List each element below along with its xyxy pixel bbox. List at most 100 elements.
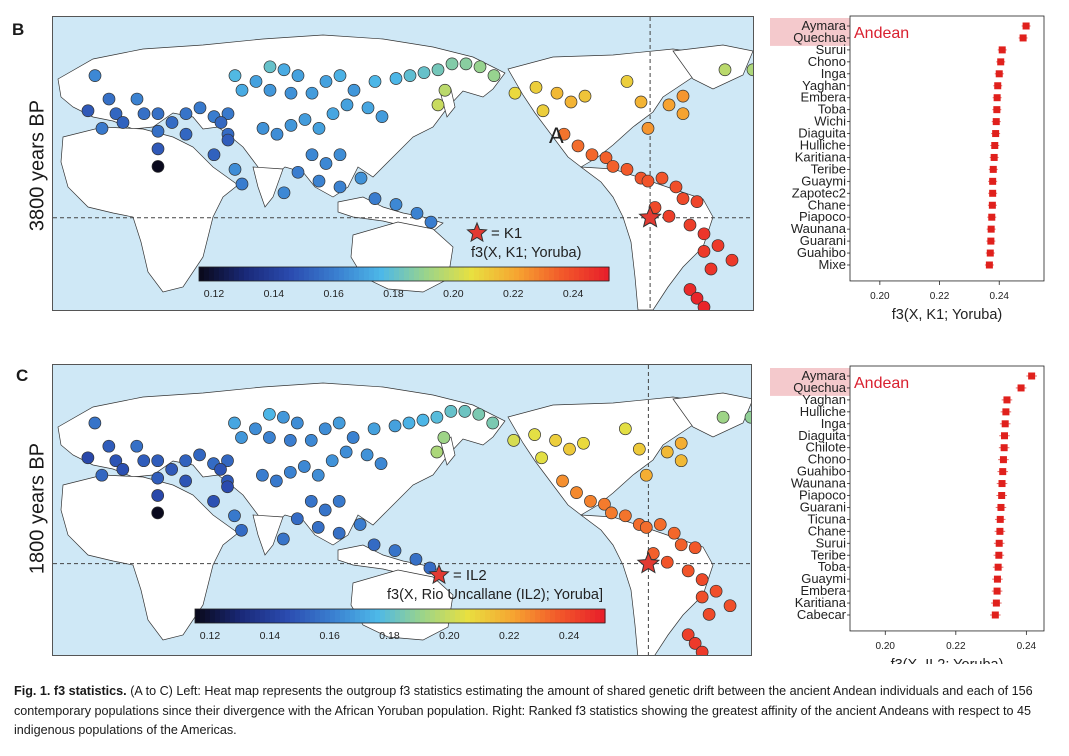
population-label: Yaghan xyxy=(802,392,846,407)
colorbar-segment xyxy=(535,609,541,623)
population-dot xyxy=(430,410,444,424)
population-dot xyxy=(340,98,354,112)
population-label: Chilote xyxy=(806,440,846,455)
colorbar-segment xyxy=(544,267,550,281)
colorbar-segment xyxy=(220,609,226,623)
colorbar-segment xyxy=(239,267,245,281)
population-dot xyxy=(165,463,179,476)
landmass xyxy=(337,196,444,232)
colorbar-tick-label: 0.22 xyxy=(499,630,520,642)
colorbar-segment xyxy=(344,267,350,281)
population-dot xyxy=(655,171,669,185)
population-dot xyxy=(221,454,234,468)
colorbar-segment xyxy=(219,267,225,281)
colorbar-segment xyxy=(574,267,580,281)
population-dot xyxy=(305,86,319,100)
population-dot xyxy=(332,526,346,540)
f3-point xyxy=(996,527,1004,535)
colorbar-segment xyxy=(589,267,595,281)
colorbar-segment xyxy=(230,609,236,623)
population-dot xyxy=(361,101,375,115)
population-dot xyxy=(263,407,276,421)
population-dot xyxy=(221,107,235,121)
colorbar-segment xyxy=(245,609,251,623)
population-dot xyxy=(549,434,562,447)
population-dot xyxy=(305,148,319,162)
population-dot xyxy=(437,431,451,444)
population-dot xyxy=(697,227,711,241)
population-dot xyxy=(151,124,165,138)
population-label: Chane xyxy=(808,197,846,212)
colorbar-segment xyxy=(500,609,506,623)
population-dot xyxy=(207,494,220,508)
population-dot xyxy=(116,463,130,476)
x-tick-label: 0.24 xyxy=(989,291,1009,302)
population-dot xyxy=(116,116,130,129)
colorbar-segment xyxy=(484,267,490,281)
colorbar-segment xyxy=(514,267,520,281)
colorbar-segment xyxy=(449,267,455,281)
x-tick-label: 0.22 xyxy=(946,641,966,652)
population-dot xyxy=(557,127,571,141)
population-dot xyxy=(556,474,569,488)
population-dot xyxy=(333,69,347,82)
population-dot xyxy=(333,148,347,162)
population-dot xyxy=(535,451,548,465)
population-dot xyxy=(249,75,263,88)
landmass xyxy=(60,474,239,641)
colorbar-tick-label: 0.16 xyxy=(323,288,344,300)
population-label: Diaguita xyxy=(798,428,846,443)
population-dot xyxy=(311,521,325,534)
population-dot xyxy=(256,121,270,135)
population-dot xyxy=(81,104,95,118)
colorbar-segment xyxy=(520,609,526,623)
x-tick-label: 0.20 xyxy=(876,641,896,652)
population-label: Chono xyxy=(808,452,846,467)
colorbar-segment xyxy=(604,267,610,281)
colorbar-segment xyxy=(590,609,596,623)
population-dot xyxy=(298,113,312,126)
population-label: Piapoco xyxy=(799,488,846,503)
population-dot xyxy=(367,538,381,552)
population-dot xyxy=(102,92,116,106)
population-dot xyxy=(88,416,102,430)
population-dot xyxy=(606,160,620,173)
population-dot xyxy=(130,92,144,106)
population-dot xyxy=(389,198,403,211)
f3-point xyxy=(987,225,995,233)
panel-b-letter: B xyxy=(12,20,25,39)
population-dot xyxy=(333,180,347,194)
population-label: Guaymi xyxy=(801,173,846,188)
population-dot xyxy=(151,160,165,173)
population-dot xyxy=(746,63,753,77)
map-panel-c: = IL2 f3(X, Rio Uncallane (IL2); Yoruba] 0… xyxy=(52,364,752,656)
caption-fig-number: Fig. 1. xyxy=(14,684,51,698)
colorbar-segment xyxy=(199,267,205,281)
f3-point xyxy=(992,599,1000,607)
population-dot xyxy=(619,422,632,436)
population-dot xyxy=(304,494,318,508)
population-dot xyxy=(641,121,655,135)
colorbar-segment xyxy=(409,267,415,281)
colorbar-segment xyxy=(375,609,381,623)
population-label: Quechua xyxy=(793,30,847,45)
colorbar-tick-label: 0.20 xyxy=(443,288,464,300)
colorbar-segment xyxy=(264,267,270,281)
population-label: Chane xyxy=(808,523,846,538)
colorbar-segment xyxy=(314,267,320,281)
f3-point xyxy=(987,237,995,245)
population-label: Piapoco xyxy=(799,209,846,224)
population-dot xyxy=(619,509,632,523)
population-dot xyxy=(179,127,193,141)
population-dot xyxy=(674,436,688,450)
population-dot xyxy=(318,422,332,436)
colorbar-tick-label: 0.14 xyxy=(264,288,285,300)
population-label: Surui xyxy=(816,42,846,57)
population-label: Diaguita xyxy=(798,126,846,141)
population-dot xyxy=(410,206,424,220)
colorbar-segment xyxy=(570,609,576,623)
colorbar-segment xyxy=(560,609,566,623)
population-dot xyxy=(346,431,360,444)
population-dot xyxy=(641,174,655,188)
colorbar-segment xyxy=(350,609,356,623)
